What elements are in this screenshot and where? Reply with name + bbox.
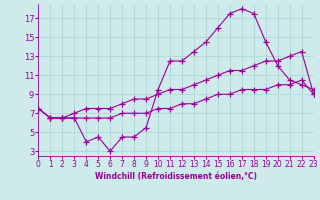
X-axis label: Windchill (Refroidissement éolien,°C): Windchill (Refroidissement éolien,°C)	[95, 172, 257, 181]
